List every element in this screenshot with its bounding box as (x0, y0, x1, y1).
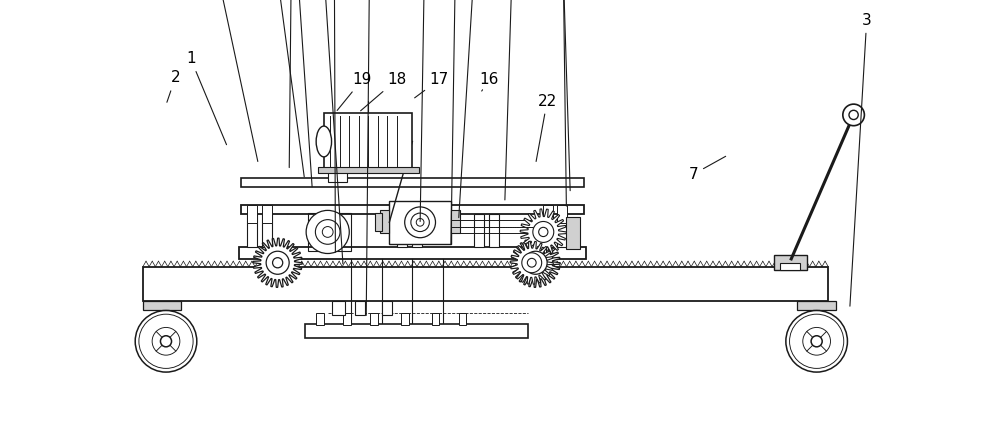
Text: 6: 6 (201, 0, 258, 162)
Text: 3: 3 (850, 13, 872, 306)
Bar (382, 301, 392, 315)
Circle shape (531, 258, 541, 268)
Text: 5: 5 (287, 0, 296, 167)
Bar (557, 205, 567, 223)
Bar (143, 266, 828, 301)
Bar (239, 247, 586, 259)
Circle shape (416, 218, 424, 226)
Circle shape (273, 258, 283, 268)
Bar (459, 313, 466, 325)
Bar (305, 324, 528, 338)
Bar (241, 178, 584, 187)
Bar (316, 313, 324, 325)
Bar (557, 214, 567, 247)
Bar (412, 205, 422, 223)
Text: 1: 1 (186, 51, 227, 144)
Bar (539, 255, 547, 266)
Bar (389, 201, 451, 244)
Bar (308, 212, 351, 251)
Bar (432, 313, 439, 325)
Polygon shape (520, 209, 566, 255)
Text: 22: 22 (536, 94, 557, 162)
Bar (401, 313, 409, 325)
Circle shape (539, 227, 548, 237)
Circle shape (411, 213, 429, 232)
Text: 9: 9 (329, 0, 339, 252)
Bar (143, 301, 181, 311)
Text: 14: 14 (459, 0, 493, 218)
Bar (318, 167, 419, 173)
Circle shape (315, 220, 340, 244)
Ellipse shape (316, 126, 332, 157)
Bar (247, 205, 257, 223)
Bar (797, 301, 836, 311)
Text: 12: 12 (449, 0, 468, 244)
Circle shape (811, 336, 822, 347)
Bar (375, 212, 382, 231)
Bar (543, 214, 553, 247)
Bar (451, 210, 460, 233)
Text: 16: 16 (480, 72, 499, 91)
Bar (489, 214, 499, 247)
Text: 8: 8 (286, 0, 312, 187)
Bar (380, 210, 389, 233)
Bar (282, 255, 289, 266)
Text: 21: 21 (553, 0, 572, 191)
Bar (247, 214, 257, 247)
Circle shape (139, 314, 193, 368)
Circle shape (803, 327, 831, 355)
Text: 11: 11 (418, 0, 437, 221)
Circle shape (533, 221, 554, 242)
Circle shape (306, 210, 349, 253)
Circle shape (152, 327, 180, 355)
Bar (397, 214, 407, 247)
Circle shape (522, 253, 542, 273)
Bar (343, 313, 351, 325)
Bar (397, 205, 407, 223)
Bar (780, 263, 800, 270)
Circle shape (266, 251, 289, 274)
Bar (543, 205, 553, 223)
Bar (412, 214, 422, 247)
Text: 18: 18 (361, 72, 407, 111)
Text: 17: 17 (415, 72, 449, 98)
Bar (324, 113, 412, 170)
Text: 13: 13 (300, 0, 343, 264)
Circle shape (160, 336, 172, 347)
Text: 20: 20 (553, 0, 572, 206)
Bar (268, 255, 276, 266)
Text: 10: 10 (363, 0, 382, 315)
Bar (474, 214, 484, 247)
Text: 7: 7 (689, 156, 726, 182)
Bar (262, 205, 272, 223)
Circle shape (790, 314, 844, 368)
Circle shape (405, 207, 436, 238)
Polygon shape (253, 238, 302, 287)
Circle shape (786, 311, 847, 372)
Circle shape (849, 110, 858, 119)
Circle shape (322, 227, 333, 237)
Bar (262, 214, 272, 247)
Circle shape (524, 251, 547, 274)
Bar (328, 170, 347, 182)
Bar (332, 301, 345, 315)
Bar (526, 255, 534, 266)
Polygon shape (510, 241, 553, 284)
Bar (566, 217, 580, 249)
Text: 15: 15 (505, 0, 524, 200)
Circle shape (135, 311, 197, 372)
Text: 4: 4 (271, 0, 304, 177)
Polygon shape (511, 238, 560, 287)
Bar (370, 313, 378, 325)
Bar (774, 255, 807, 270)
Text: 19: 19 (337, 72, 372, 110)
Bar (355, 301, 365, 315)
Text: 2: 2 (167, 71, 180, 102)
Circle shape (527, 258, 536, 267)
Circle shape (843, 104, 864, 126)
Bar (241, 205, 584, 214)
